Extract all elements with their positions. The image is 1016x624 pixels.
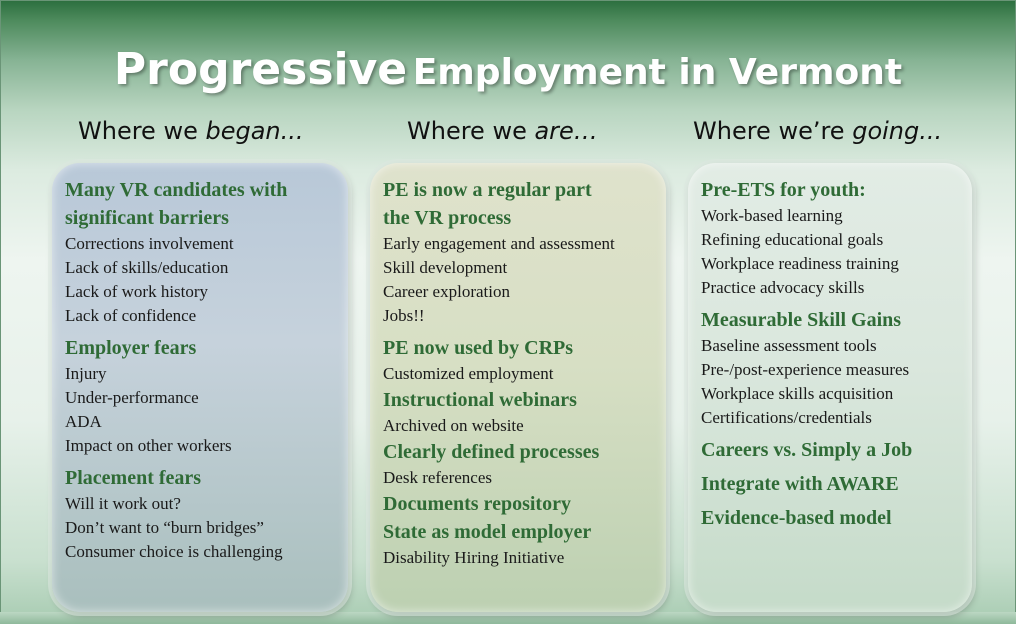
list-item: Disability Hiring Initiative: [383, 548, 565, 567]
list-item: Lack of confidence: [65, 306, 197, 325]
column-heading-em: began...: [205, 117, 304, 145]
list-item: Injury: [65, 364, 107, 383]
panel-content: Many VR candidates with significant barr…: [65, 176, 345, 564]
list-item: Corrections involvement: [65, 234, 234, 253]
section-heading: significant barriers: [65, 207, 229, 229]
section-heading: PE is now a regular part: [383, 179, 592, 201]
column-heading-plain: Where we’re: [693, 117, 853, 145]
list-item: Customized employment: [383, 364, 554, 383]
list-item: Early engagement and assessment: [383, 234, 615, 253]
section-heading: Measurable Skill Gains: [701, 309, 902, 331]
title-part-1: Progressive: [113, 44, 408, 95]
section-heading: Clearly defined processes: [383, 441, 600, 463]
column-heading-plain: Where we: [407, 117, 535, 145]
list-item: ADA: [65, 412, 102, 431]
list-item: Jobs!!: [383, 306, 425, 325]
section-heading: Placement fears: [65, 467, 202, 489]
column-heading-em: are…: [534, 117, 598, 145]
section-heading: PE now used by CRPs: [383, 337, 574, 359]
list-item: Pre-/post-experience measures: [701, 360, 910, 379]
column-heading-going: Where we’re going...: [693, 113, 942, 149]
list-item: Baseline assessment tools: [701, 336, 877, 355]
list-item: Desk references: [383, 468, 493, 487]
section-heading: Many VR candidates with: [65, 179, 288, 201]
section-heading: Pre-ETS for youth:: [701, 179, 866, 201]
list-item: Lack of skills/education: [65, 258, 229, 277]
section-heading: Instructional webinars: [383, 389, 577, 411]
list-item: Impact on other workers: [65, 436, 232, 455]
list-item: Workplace readiness training: [701, 254, 899, 273]
column-heading-plain: Where we: [78, 117, 206, 145]
list-item: Career exploration: [383, 282, 510, 301]
list-item: Certifications/credentials: [701, 408, 872, 427]
section-heading: Careers vs. Simply a Job: [701, 439, 913, 461]
panel-where-we-are: PE is now a regular part the VR process …: [370, 163, 666, 612]
list-item: Workplace skills acquisition: [701, 384, 894, 403]
list-item: Refining educational goals: [701, 230, 884, 249]
title-part-2: Employment in Vermont: [412, 52, 903, 93]
bottom-band: [0, 612, 1016, 624]
panel-where-were-going: Pre-ETS for youth: Work-based learning R…: [688, 163, 972, 612]
panel-content: Pre-ETS for youth: Work-based learning R…: [701, 176, 971, 532]
section-heading: State as model employer: [383, 521, 592, 543]
list-item: Don’t want to “burn bridges”: [65, 518, 264, 537]
list-item: Lack of work history: [65, 282, 209, 301]
section-heading: Evidence-based model: [701, 507, 892, 529]
column-heading-began: Where we began...: [78, 113, 304, 149]
list-item: Will it work out?: [65, 494, 181, 513]
section-heading: the VR process: [383, 207, 512, 229]
section-heading: Documents repository: [383, 493, 571, 515]
list-item: Consumer choice is challenging: [65, 542, 283, 561]
section-heading: Employer fears: [65, 337, 197, 359]
list-item: Practice advocacy skills: [701, 278, 865, 297]
list-item: Under-performance: [65, 388, 199, 407]
panel-where-we-began: Many VR candidates with significant barr…: [52, 163, 348, 612]
list-item: Skill development: [383, 258, 508, 277]
list-item: Archived on website: [383, 416, 524, 435]
slide-title: Progressive Employment in Vermont: [0, 40, 1016, 109]
list-item: Work-based learning: [701, 206, 843, 225]
column-heading-em: going...: [852, 117, 943, 145]
panel-content: PE is now a regular part the VR process …: [383, 176, 663, 570]
section-heading: Integrate with AWARE: [701, 473, 899, 495]
column-heading-are: Where we are…: [407, 113, 598, 149]
